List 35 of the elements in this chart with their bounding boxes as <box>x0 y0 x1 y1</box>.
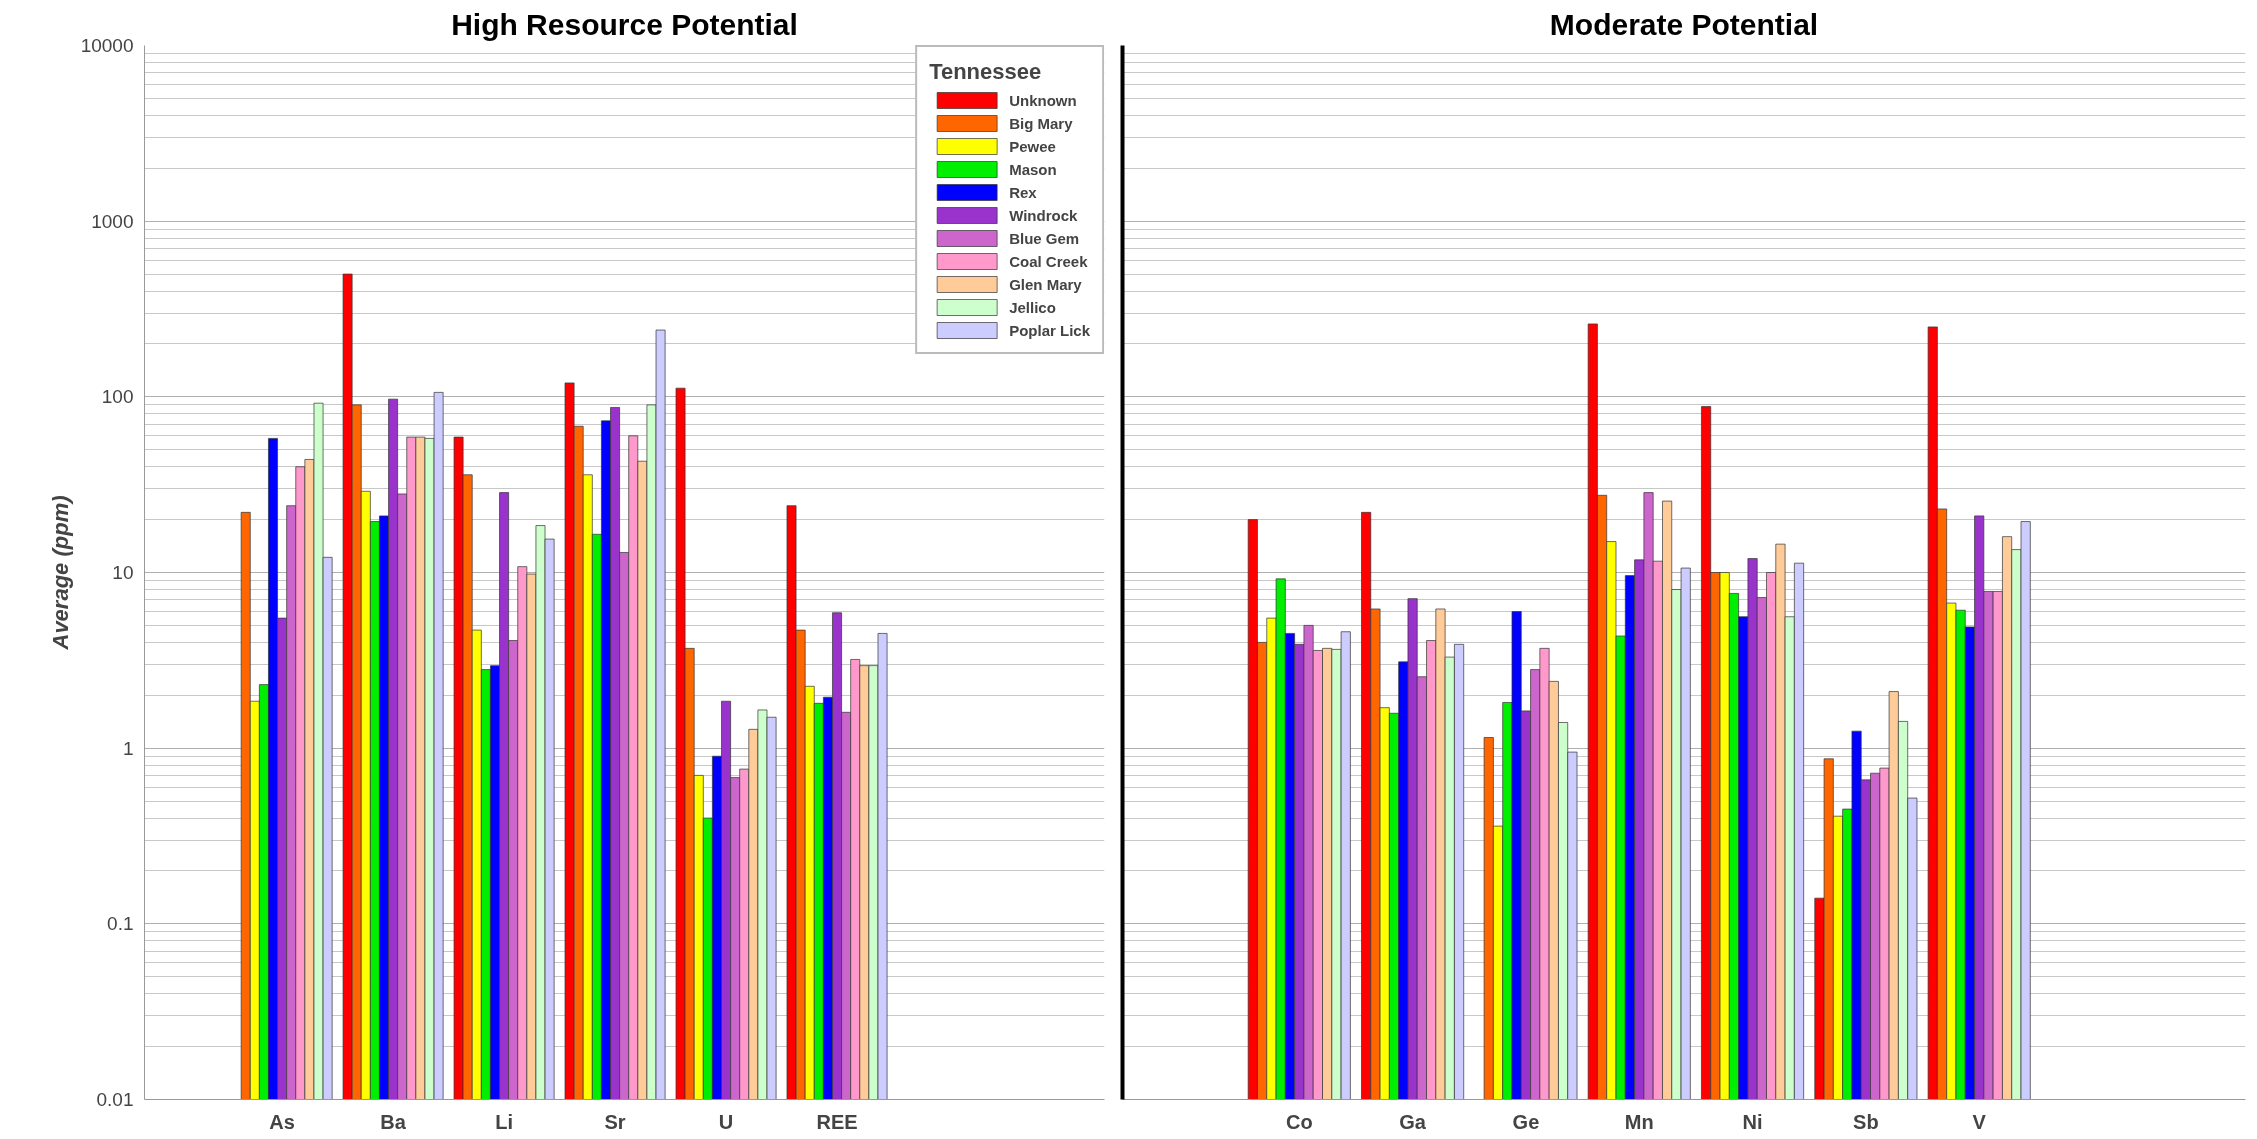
y-tick-label: 10000 <box>80 35 134 56</box>
x-tick-label: Ba <box>380 1110 407 1133</box>
x-tick-label: Co <box>1285 1110 1313 1133</box>
legend-label: Pewee <box>1009 136 1056 156</box>
legend-label: Rex <box>1009 182 1037 202</box>
legend-label: Poplar Lick <box>1009 320 1090 340</box>
x-tick-label: REE <box>816 1110 858 1133</box>
legend-label: Glen Mary <box>1009 274 1082 294</box>
chart-title: High Resource Potential <box>451 7 798 41</box>
x-tick-label: Ga <box>1399 1110 1427 1133</box>
x-tick-label: Ge <box>1512 1110 1540 1133</box>
y-tick-label: 1000 <box>91 210 134 232</box>
x-tick-label: As <box>269 1110 295 1133</box>
y-tick-label: 10 <box>112 562 134 583</box>
x-tick-label: Sr <box>604 1110 626 1133</box>
legend-label: Mason <box>1009 159 1057 179</box>
legend-label: Coal Creek <box>1009 251 1088 271</box>
x-tick-label: Ni <box>1742 1110 1763 1133</box>
chart-title: Moderate Potential <box>1549 7 1819 41</box>
y-tick-label: 1 <box>122 737 134 759</box>
legend-label: Blue Gem <box>1009 228 1080 248</box>
legend-label: Big Mary <box>1009 113 1073 133</box>
y-tick-label: 0.01 <box>96 1089 134 1110</box>
y-tick-label: 0.1 <box>107 913 134 935</box>
legend-label: Windrock <box>1009 205 1078 225</box>
legend-label: Unknown <box>1009 90 1077 110</box>
legend-label: Jellico <box>1009 297 1056 317</box>
y-axis-title: Average (ppm) <box>47 495 73 651</box>
y-tick-label: 100 <box>101 386 134 408</box>
legend-title: Tennessee <box>929 59 1043 85</box>
x-tick-label: Sb <box>1853 1110 1879 1133</box>
x-tick-label: U <box>718 1110 734 1133</box>
x-tick-label: Mn <box>1624 1110 1654 1133</box>
x-tick-label: Li <box>495 1110 513 1133</box>
x-tick-label: V <box>1972 1110 1987 1133</box>
